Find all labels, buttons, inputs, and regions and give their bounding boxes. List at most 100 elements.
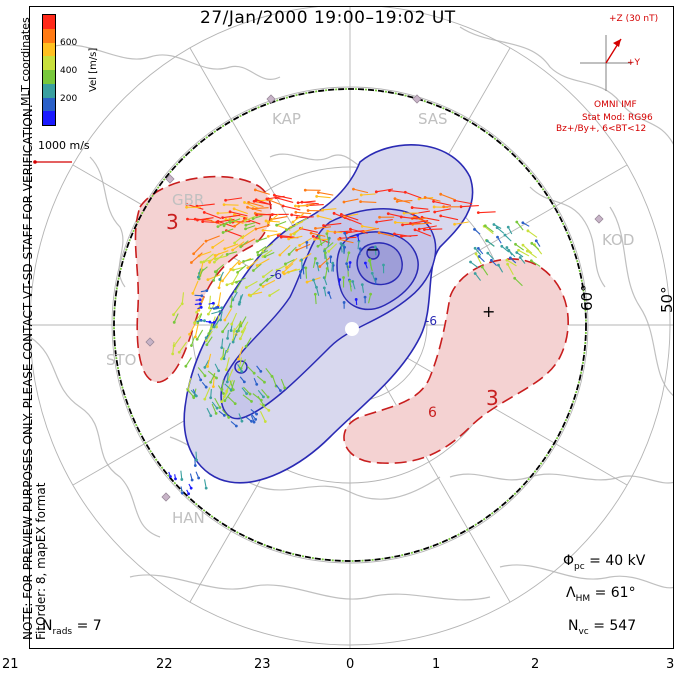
velocity-vector-origin (423, 228, 426, 232)
velocity-vector (230, 296, 233, 307)
velocity-vector (256, 199, 272, 206)
velocity-vector-origin (326, 229, 330, 233)
velocity-vector-origin (231, 268, 235, 272)
velocity-vector-origin (331, 261, 335, 265)
velocity-vector-origin (473, 246, 477, 250)
velocity-vector (266, 195, 285, 200)
velocity-vector-origin (317, 191, 320, 194)
velocity-vector (297, 216, 314, 219)
velocity-vector-origin (203, 319, 206, 323)
velocity-vector-origin (222, 392, 225, 395)
velocity-vector-origin (500, 244, 504, 248)
velocity-vector-origin (196, 275, 200, 279)
velocity-vector-origin (338, 278, 342, 281)
velocity-vector-origin (240, 330, 244, 334)
velocity-vector (269, 288, 280, 296)
velocity-vector-origin (399, 215, 403, 219)
velocity-vector-origin (227, 416, 231, 419)
velocity-vector (257, 250, 269, 256)
velocity-vector-origin (347, 251, 351, 255)
velocity-vector (515, 243, 525, 251)
velocity-vector-origin (225, 283, 229, 287)
velocity-vector-origin (228, 210, 232, 214)
velocity-vector-origin (265, 278, 269, 282)
velocity-vector-origin (284, 262, 287, 266)
velocity-vector (213, 269, 219, 281)
velocity-vector-origin (233, 224, 236, 228)
contour-label: -6 (270, 268, 282, 282)
velocity-vector (340, 243, 343, 253)
velocity-vector-origin (240, 419, 244, 423)
velocity-vector-origin (215, 325, 218, 329)
velocity-vector (221, 338, 224, 348)
velocity-vector-origin (303, 188, 307, 192)
velocity-vector-origin (215, 220, 219, 224)
contour-label: 3 (486, 386, 499, 410)
velocity-vector-origin (521, 243, 525, 247)
velocity-vector-origin (223, 247, 227, 251)
velocity-vector (219, 311, 223, 320)
velocity-vector-origin (266, 221, 270, 225)
velocity-vector-origin (359, 193, 363, 197)
velocity-vector-origin (208, 320, 212, 324)
velocity-vector-origin (233, 289, 237, 293)
velocity-vector-origin (281, 271, 285, 274)
velocity-vector-origin (348, 279, 352, 283)
station-label-han: HAN (172, 509, 205, 527)
velocity-vector (395, 221, 410, 224)
velocity-vector-origin (237, 357, 240, 361)
velocity-vector (262, 243, 274, 252)
velocity-vector (221, 391, 228, 402)
velocity-vector (224, 392, 231, 401)
velocity-vector-origin (325, 232, 329, 236)
velocity-vector-origin (322, 224, 325, 227)
velocity-vector (440, 215, 459, 221)
velocity-vector-origin (323, 251, 327, 255)
velocity-vector (475, 253, 482, 265)
colorbar-segment (43, 56, 55, 70)
velocity-vector (518, 249, 530, 257)
velocity-vector-origin (395, 199, 399, 203)
velocity-vector (412, 222, 429, 225)
station-label-kap: KAP (272, 110, 301, 128)
velocity-vector (206, 336, 213, 346)
velocity-vector-origin (267, 408, 271, 412)
velocity-vector-origin (239, 245, 243, 249)
velocity-vector-origin (315, 194, 319, 198)
velocity-vector-origin (262, 403, 265, 407)
velocity-vector (508, 250, 516, 258)
velocity-vector-origin (474, 252, 478, 256)
velocity-vector (486, 240, 495, 247)
velocity-vector-origin (221, 330, 224, 334)
velocity-vector (514, 277, 523, 287)
velocity-vector-origin (221, 216, 225, 220)
velocity-vector-origin (226, 336, 229, 340)
velocity-vector (222, 269, 231, 282)
velocity-vector-origin (289, 233, 293, 237)
velocity-vector (247, 258, 259, 269)
velocity-vector (259, 411, 266, 422)
velocity-vector (324, 242, 334, 250)
velocity-vector-origin (263, 420, 267, 423)
velocity-vector (205, 235, 220, 242)
velocity-vector-origin (174, 477, 177, 481)
velocity-vector-origin (332, 211, 336, 215)
velocity-vector-origin (377, 231, 381, 235)
velocity-vector-origin (220, 306, 224, 310)
velocity-vector-origin (255, 382, 259, 386)
velocity-vector-origin (409, 221, 412, 225)
velocity-vector (196, 203, 215, 207)
velocity-vector-origin (359, 200, 363, 204)
velocity-vector-origin (345, 262, 349, 266)
velocity-vector (374, 246, 377, 256)
station-label-kod: KOD (602, 231, 634, 249)
velocity-vector (185, 388, 194, 398)
velocity-vector (259, 403, 270, 411)
velocity-vector-origin (212, 278, 216, 282)
velocity-vector-origin (507, 249, 511, 252)
velocity-vector-origin (246, 266, 250, 270)
velocity-vector (496, 227, 505, 234)
cross-polar-potential: Φpc = 40 kV (563, 553, 645, 572)
velocity-vector (243, 386, 251, 395)
velocity-vectors (168, 187, 543, 496)
